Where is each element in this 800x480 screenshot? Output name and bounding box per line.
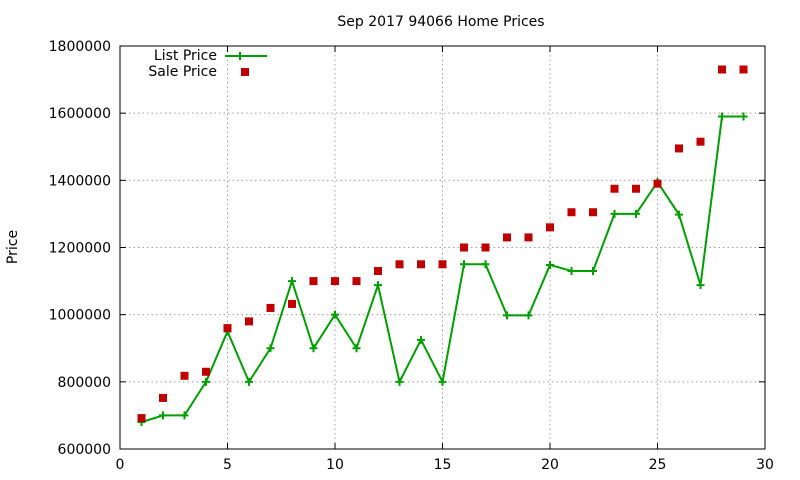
x-tick-label: 15	[434, 457, 452, 473]
list-price-point	[331, 310, 339, 319]
x-tick-label: 20	[541, 457, 559, 473]
y-tick-label: 1600000	[49, 106, 111, 122]
sale-price-point	[180, 371, 189, 380]
list-price-point	[438, 377, 447, 386]
y-tick-label: 1800000	[49, 39, 111, 55]
list-price-point	[460, 260, 468, 269]
y-tick-label: 600000	[58, 442, 111, 458]
list-price-point	[589, 267, 597, 276]
list-price-point	[546, 260, 554, 269]
sale-price-point	[675, 144, 683, 153]
list-price-point	[374, 281, 382, 290]
sale-price-point	[417, 260, 425, 269]
list-price-point	[739, 112, 748, 121]
legend-label-list-price: List Price	[154, 48, 217, 64]
series	[137, 65, 748, 427]
sale-price-point	[352, 277, 361, 286]
list-price-point	[632, 209, 640, 218]
legend-marker-list-price	[236, 52, 244, 60]
sale-price-point	[202, 367, 210, 376]
x-tick-label: 10	[326, 457, 344, 473]
sale-price-point	[610, 184, 619, 193]
list-price-line	[141, 115, 744, 424]
y-tick-label: 1200000	[49, 241, 111, 257]
sale-price-point	[718, 65, 726, 74]
list-price-point	[352, 344, 361, 353]
chart-title: Sep 2017 94066 Home Prices	[337, 14, 544, 30]
legend-marker-sale-price	[241, 68, 249, 76]
x-tick-labels: 0 5 10 15 20 25 30	[116, 457, 774, 473]
sale-price-point	[159, 393, 167, 402]
sale-price-point	[331, 277, 339, 286]
sale-price-point	[245, 317, 253, 326]
x-tick-label: 5	[223, 457, 232, 473]
y-axis-label: Price	[5, 230, 21, 264]
sale-price-point	[288, 299, 296, 308]
sale-price-point	[137, 414, 146, 423]
axis-ticks	[119, 45, 766, 450]
list-price-point	[309, 344, 318, 353]
sale-price-point	[374, 267, 382, 276]
list-price-point	[567, 267, 576, 276]
list-price-point	[524, 311, 533, 320]
sale-price-point	[524, 233, 533, 242]
list-price-point	[159, 411, 167, 420]
sale-price-point	[739, 65, 748, 74]
sale-price-point	[309, 277, 318, 286]
sale-price-point	[546, 223, 554, 232]
sale-price-point	[481, 243, 490, 252]
list-price-point	[675, 210, 683, 219]
x-tick-label: 0	[116, 457, 125, 473]
sale-price-point	[438, 260, 447, 269]
sale-price-point	[395, 260, 404, 269]
sale-price-point	[567, 208, 576, 217]
sale-price-point	[653, 179, 662, 188]
list-price-point	[266, 344, 275, 353]
list-price-point	[202, 377, 210, 386]
grid	[120, 46, 765, 449]
sale-price-point	[589, 208, 597, 217]
list-price-point	[288, 277, 296, 286]
list-price-point	[610, 209, 619, 218]
list-price-point	[180, 411, 189, 420]
sale-price-point	[503, 233, 511, 242]
sale-price-point	[460, 243, 468, 252]
legend: List Price Sale Price	[148, 48, 267, 80]
sale-price-point	[266, 303, 275, 312]
sale-price-point	[223, 324, 232, 333]
list-price-point	[503, 311, 511, 320]
list-price-point	[718, 112, 726, 121]
sale-price-point	[696, 137, 705, 146]
x-tick-label: 30	[756, 457, 774, 473]
list-price-point	[481, 260, 490, 269]
list-price-point	[696, 281, 705, 290]
list-price-point	[245, 377, 253, 386]
y-tick-label: 800000	[58, 375, 111, 391]
y-tick-label: 1400000	[49, 173, 111, 189]
y-tick-label: 1000000	[49, 308, 111, 324]
sale-price-point	[632, 184, 640, 193]
list-price-point	[417, 335, 425, 344]
list-price-point	[395, 377, 404, 386]
legend-label-sale-price: Sale Price	[148, 64, 217, 80]
y-tick-labels: 600000 800000 1000000 1200000 1400000 1600000…	[49, 39, 111, 458]
x-tick-label: 25	[649, 457, 667, 473]
